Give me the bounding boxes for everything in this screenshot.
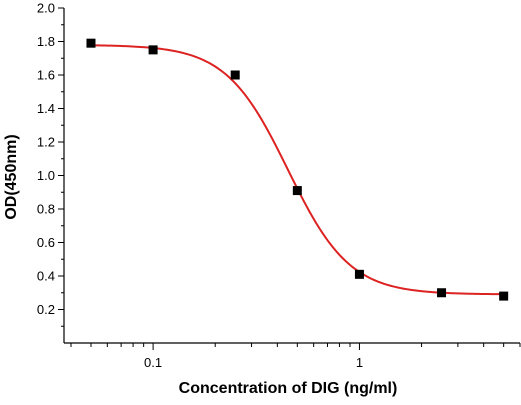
y-tick-label: 1.8	[37, 34, 55, 49]
data-point	[499, 291, 509, 301]
y-axis-title: OD(450nm)	[3, 134, 20, 219]
y-tick-label: 2.0	[37, 1, 55, 16]
data-point	[86, 38, 96, 48]
data-point	[437, 288, 447, 298]
x-tick-label: 1	[356, 355, 363, 370]
axes: 0.2 0.4 0.6 0.8 1.0 1.2 1.4 1.6 1.8 2.0 0.1 1	[37, 1, 521, 370]
data-point	[292, 186, 302, 196]
fit-curve-layer	[90, 44, 504, 296]
y-tick-label: 0.2	[37, 302, 55, 317]
x-axis-title: Concentration of DIG (ng/ml)	[179, 380, 398, 397]
y-tick-label: 1.2	[37, 135, 55, 150]
data-point	[230, 70, 240, 80]
x-tick-label: 0.1	[144, 355, 162, 370]
data-point	[354, 269, 364, 279]
data-point	[148, 45, 158, 55]
y-tick-label: 0.4	[37, 269, 55, 284]
y-tick-label: 1.4	[37, 101, 55, 116]
fit-curve-line	[90, 44, 504, 296]
y-tick-label: 1.6	[37, 68, 55, 83]
y-tick-label: 1.0	[37, 168, 55, 183]
y-tick-label: 0.8	[37, 202, 55, 217]
y-tick-label: 0.6	[37, 235, 55, 250]
data-points-layer	[86, 38, 509, 301]
